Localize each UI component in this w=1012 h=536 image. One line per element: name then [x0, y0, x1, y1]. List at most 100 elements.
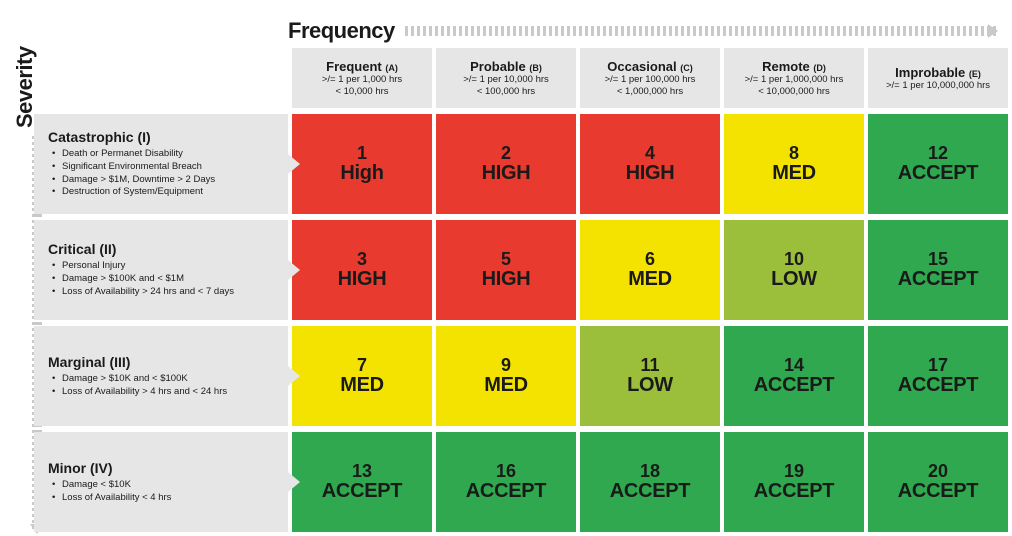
risk-cell: 19ACCEPT: [724, 432, 864, 532]
risk-number: 7: [357, 356, 367, 374]
risk-cell: 20ACCEPT: [868, 432, 1008, 532]
severity-bullet: Loss of Availability < 4 hrs: [52, 492, 278, 505]
risk-number: 9: [501, 356, 511, 374]
risk-cell: 10LOW: [724, 220, 864, 320]
severity-label: Marginal (III): [48, 354, 278, 370]
frequency-code: (B): [529, 63, 542, 73]
risk-cell: 1High: [292, 114, 432, 214]
risk-number: 8: [789, 144, 799, 162]
frequency-arrow: [405, 26, 996, 36]
frequency-threshold: < 1,000,000 hrs: [584, 86, 716, 97]
risk-matrix: Frequent (A)>/= 1 per 1,000 hrs< 10,000 …: [34, 48, 996, 532]
risk-number: 3: [357, 250, 367, 268]
severity-bullet: Significant Environmental Breach: [52, 161, 278, 174]
risk-level: HIGH: [626, 162, 675, 184]
risk-number: 6: [645, 250, 655, 268]
risk-level: ACCEPT: [898, 162, 978, 184]
risk-cell: 16ACCEPT: [436, 432, 576, 532]
risk-number: 12: [928, 144, 948, 162]
risk-level: MED: [628, 268, 672, 290]
risk-cell: 5HIGH: [436, 220, 576, 320]
frequency-code: (A): [385, 63, 398, 73]
risk-cell: 2HIGH: [436, 114, 576, 214]
severity-bullet: Damage > $1M, Downtime > 2 Days: [52, 174, 278, 187]
risk-number: 2: [501, 144, 511, 162]
frequency-threshold: >/= 1 per 1,000,000 hrs: [728, 74, 860, 85]
frequency-code: (E): [969, 69, 981, 79]
frequency-code: (D): [813, 63, 826, 73]
risk-cell: 4HIGH: [580, 114, 720, 214]
frequency-header: Occasional (C)>/= 1 per 100,000 hrs< 1,0…: [580, 48, 720, 108]
severity-bullet: Destruction of System/Equipment: [52, 186, 278, 199]
risk-cell: 8MED: [724, 114, 864, 214]
frequency-header: Frequent (A)>/= 1 per 1,000 hrs< 10,000 …: [292, 48, 432, 108]
risk-number: 15: [928, 250, 948, 268]
risk-level: MED: [340, 374, 384, 396]
severity-label: Minor (IV): [48, 460, 278, 476]
severity-header: Minor (IV) Damage < $10KLoss of Availabil…: [34, 432, 288, 532]
risk-level: LOW: [627, 374, 673, 396]
risk-cell: 17ACCEPT: [868, 326, 1008, 426]
frequency-label: Frequent (A): [296, 59, 428, 75]
frequency-threshold: >/= 1 per 10,000 hrs: [440, 74, 572, 85]
frequency-code: (C): [680, 63, 693, 73]
risk-level: ACCEPT: [322, 480, 402, 502]
risk-level: HIGH: [482, 268, 531, 290]
risk-number: 17: [928, 356, 948, 374]
risk-number: 20: [928, 462, 948, 480]
risk-number: 13: [352, 462, 372, 480]
frequency-label: Occasional (C): [584, 59, 716, 75]
risk-level: ACCEPT: [610, 480, 690, 502]
risk-level: MED: [484, 374, 528, 396]
severity-bullet: Damage > $100K and < $1M: [52, 273, 278, 286]
risk-level: ACCEPT: [898, 374, 978, 396]
severity-bullet: Personal Injury: [52, 260, 278, 273]
risk-cell: 7MED: [292, 326, 432, 426]
risk-level: HIGH: [482, 162, 531, 184]
frequency-label: Improbable (E): [872, 65, 1004, 81]
risk-cell: 3HIGH: [292, 220, 432, 320]
risk-cell: 13ACCEPT: [292, 432, 432, 532]
risk-level: High: [340, 162, 383, 184]
risk-level: ACCEPT: [754, 480, 834, 502]
severity-bullet: Damage > $10K and < $100K: [52, 373, 278, 386]
frequency-threshold: < 100,000 hrs: [440, 86, 572, 97]
risk-cell: 18ACCEPT: [580, 432, 720, 532]
risk-level: ACCEPT: [754, 374, 834, 396]
corner-blank: [34, 48, 288, 108]
risk-level: HIGH: [338, 268, 387, 290]
risk-cell: 12ACCEPT: [868, 114, 1008, 214]
severity-bullet: Death or Permanet Disability: [52, 148, 278, 161]
frequency-label: Probable (B): [440, 59, 572, 75]
frequency-threshold: >/= 1 per 100,000 hrs: [584, 74, 716, 85]
severity-label: Catastrophic (I): [48, 129, 278, 145]
severity-bullet: Loss of Availability > 4 hrs and < 24 hr…: [52, 386, 278, 399]
severity-header: Critical (II) Personal InjuryDamage > $10…: [34, 220, 288, 320]
frequency-threshold: < 10,000 hrs: [296, 86, 428, 97]
severity-bullet: Damage < $10K: [52, 479, 278, 492]
risk-number: 16: [496, 462, 516, 480]
severity-header: Catastrophic (I) Death or Permanet Disabi…: [34, 114, 288, 214]
risk-cell: 6MED: [580, 220, 720, 320]
risk-number: 14: [784, 356, 804, 374]
risk-cell: 11LOW: [580, 326, 720, 426]
risk-number: 5: [501, 250, 511, 268]
frequency-threshold: < 10,000,000 hrs: [728, 86, 860, 97]
frequency-header: Remote (D)>/= 1 per 1,000,000 hrs< 10,00…: [724, 48, 864, 108]
severity-label: Critical (II): [48, 241, 278, 257]
risk-level: LOW: [771, 268, 817, 290]
frequency-axis: Frequency: [288, 18, 996, 44]
risk-number: 11: [640, 356, 659, 374]
frequency-label: Remote (D): [728, 59, 860, 75]
risk-cell: 9MED: [436, 326, 576, 426]
risk-cell: 15ACCEPT: [868, 220, 1008, 320]
frequency-threshold: >/= 1 per 10,000,000 hrs: [872, 80, 1004, 91]
severity-bullet: Loss of Availability > 24 hrs and < 7 da…: [52, 286, 278, 299]
risk-number: 19: [784, 462, 804, 480]
risk-level: ACCEPT: [466, 480, 546, 502]
risk-number: 18: [640, 462, 660, 480]
risk-level: ACCEPT: [898, 268, 978, 290]
frequency-header: Probable (B)>/= 1 per 10,000 hrs< 100,00…: [436, 48, 576, 108]
risk-number: 4: [645, 144, 655, 162]
frequency-title: Frequency: [288, 18, 395, 44]
